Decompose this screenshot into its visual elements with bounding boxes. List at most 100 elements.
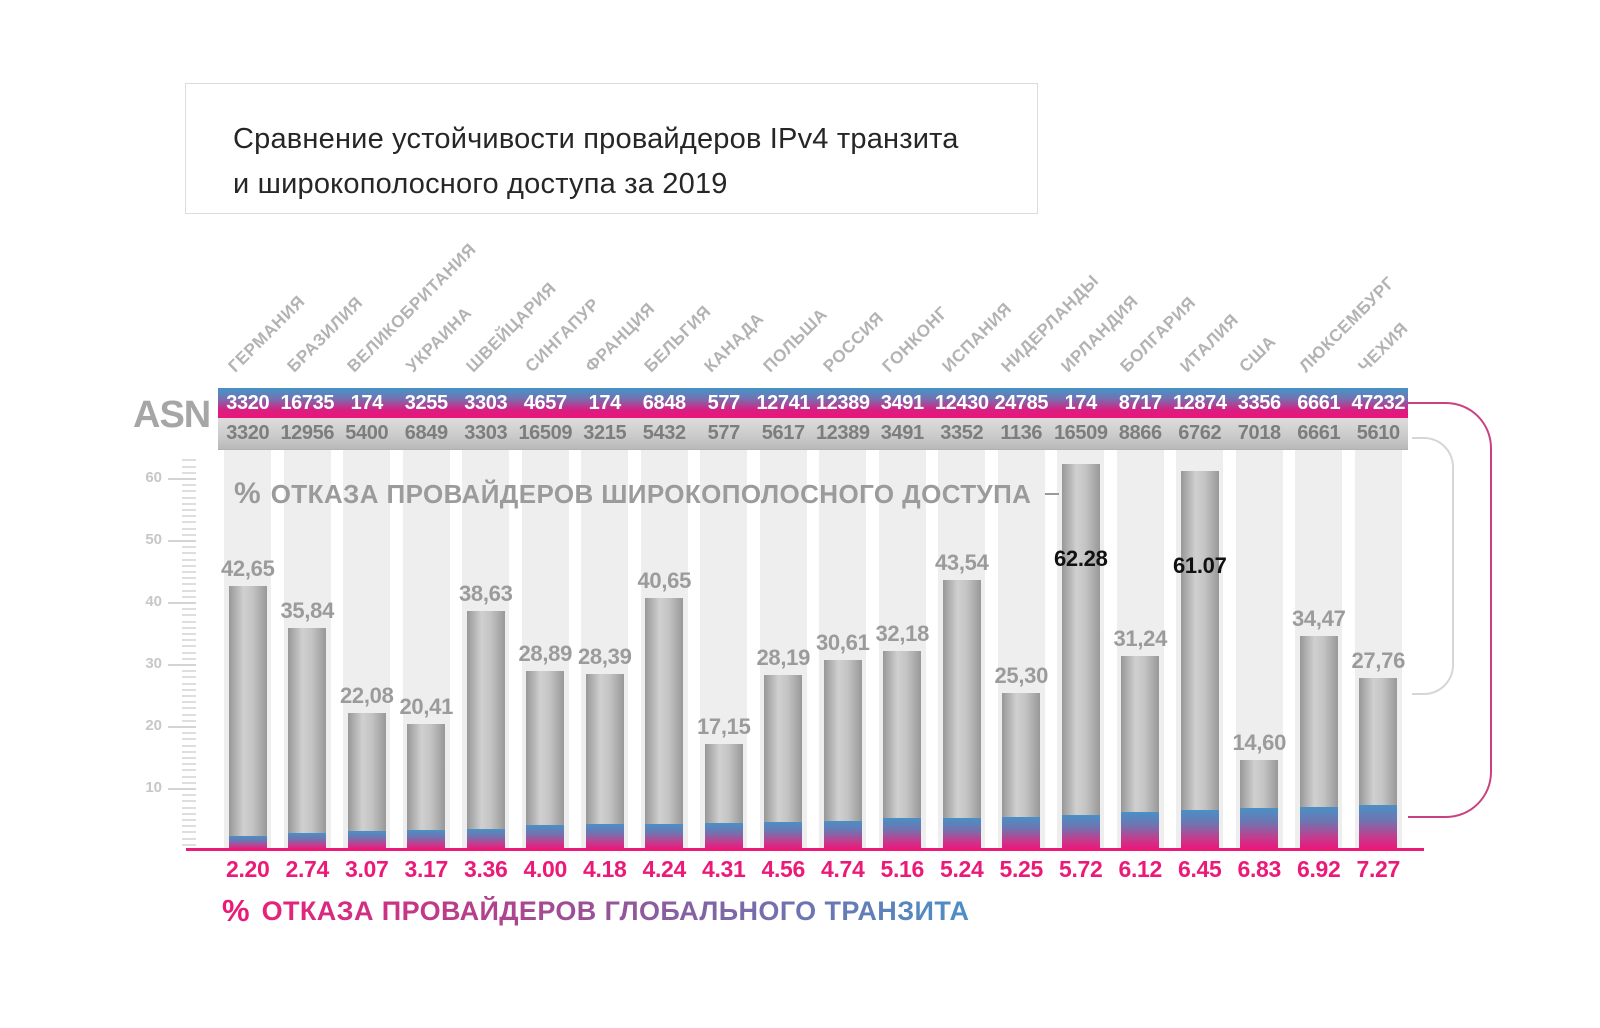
axis-minor-tick xyxy=(182,800,196,803)
axis-minor-tick xyxy=(182,794,196,797)
broadband-caption-text: ОТКАЗА ПРОВАЙДЕРОВ ШИРОКОПОЛОСНОГО ДОСТУ… xyxy=(270,478,1032,509)
transit-value-label: 4.18 xyxy=(582,856,627,882)
transit-value-label: 4.24 xyxy=(642,856,687,882)
bar-value-label: 28,39 xyxy=(577,644,632,669)
asn-broadband-value: 6661 xyxy=(1297,422,1341,444)
axis-minor-tick xyxy=(182,521,196,524)
bar-transit-segment xyxy=(288,833,327,850)
bar-value-label: 40,65 xyxy=(637,568,692,593)
transit-value-label: 2.20 xyxy=(225,856,270,882)
country-label: ВЕЛИКОБРИТАНИЯ xyxy=(343,239,480,376)
axis-tick-label: 10 xyxy=(145,779,162,796)
transit-value-label: 3.07 xyxy=(344,856,389,882)
axis-major-tick xyxy=(168,664,196,666)
axis-minor-tick xyxy=(182,713,196,716)
axis-minor-tick xyxy=(182,676,196,679)
axis-major-tick xyxy=(168,788,196,790)
axis-minor-tick xyxy=(182,831,196,834)
bar-broadband xyxy=(1299,636,1338,850)
bar-transit-segment xyxy=(1359,804,1398,850)
axis-minor-tick xyxy=(182,738,196,741)
asn-transit-value: 6661 xyxy=(1297,392,1341,414)
country-label: БЕЛЬГИЯ xyxy=(640,301,716,376)
axis-minor-tick xyxy=(182,465,196,468)
asn-broadband-value: 16509 xyxy=(518,422,573,444)
axis-minor-tick xyxy=(182,812,196,815)
axis-tick-label: 50 xyxy=(145,531,162,548)
bar-transit-segment xyxy=(1061,814,1100,850)
bar-value-label: 34,47 xyxy=(1291,606,1346,632)
bar-value-label: 22,08 xyxy=(339,683,394,709)
bar-transit-segment xyxy=(585,824,624,850)
country-label: ГЕРМАНИЯ xyxy=(224,291,309,376)
bar-transit-segment xyxy=(1121,812,1160,850)
transit-value-label: 5.24 xyxy=(939,856,984,882)
bar-transit-segment xyxy=(883,818,922,850)
bar-value-label: 42,65 xyxy=(220,555,275,581)
bracket-transit-callout xyxy=(1408,402,1492,818)
axis-minor-tick xyxy=(182,806,196,809)
axis-tick-label: 60 xyxy=(145,469,162,486)
transit-caption-text: ОТКАЗА ПРОВАЙДЕРОВ ГЛОБАЛЬНОГО ТРАНЗИТА xyxy=(261,895,970,926)
transit-value-label: 6.45 xyxy=(1177,856,1222,882)
bar-value-label: 28,89 xyxy=(518,640,573,666)
bar-value-label: 61.07 xyxy=(1172,553,1227,579)
transit-value-label: 7.27 xyxy=(1356,856,1401,882)
axis-minor-tick xyxy=(182,769,196,772)
asn-transit-value: 3356 xyxy=(1237,392,1281,414)
asn-transit-value: 3303 xyxy=(464,392,508,414)
transit-caption: % ОТКАЗА ПРОВАЙДЕРОВ ГЛОБАЛЬНОГО ТРАНЗИТ… xyxy=(222,891,969,931)
axis-minor-tick xyxy=(182,651,196,654)
asn-broadband-value: 6762 xyxy=(1178,422,1222,444)
axis-minor-tick xyxy=(182,471,196,474)
country-label: ЧЕХИЯ xyxy=(1354,318,1413,376)
transit-value-label: 2.74 xyxy=(285,856,330,882)
bar-transit-segment xyxy=(823,820,862,850)
axis-minor-tick xyxy=(182,546,196,549)
country-label: ЛЮКСЕМБУРГ xyxy=(1295,272,1399,376)
asn-transit-value: 47232 xyxy=(1351,392,1406,414)
axis-minor-tick xyxy=(182,707,196,710)
asn-transit-value: 3320 xyxy=(226,392,270,414)
y-axis-ruler: 10 20 30 40 50 60 xyxy=(140,450,196,850)
axis-minor-tick xyxy=(182,695,196,697)
bar-broadband xyxy=(1240,759,1279,850)
axis-minor-tick xyxy=(182,763,196,766)
bar-value-label: 31,24 xyxy=(1113,626,1168,652)
bar-value-label: 35,84 xyxy=(280,597,335,623)
axis-minor-tick xyxy=(182,527,196,530)
asn-transit-value: 12389 xyxy=(815,392,870,414)
bar-broadband xyxy=(1061,463,1100,850)
axis-minor-tick xyxy=(182,484,196,487)
country-label: ШВЕЙЦАРИЯ xyxy=(462,278,560,376)
bar-broadband xyxy=(526,670,565,850)
asn-transit-value: 12430 xyxy=(934,392,989,414)
asn-broadband-value: 8866 xyxy=(1118,422,1162,444)
transit-value-label: 6.12 xyxy=(1118,856,1163,882)
page-title-line-2: и широкополосного доступа за 2019 xyxy=(233,168,728,200)
x-axis-baseline xyxy=(186,848,1424,851)
transit-value-label: 6.92 xyxy=(1296,856,1341,882)
broadband-caption-percent-sign: % xyxy=(234,477,261,510)
axis-minor-tick xyxy=(182,608,196,611)
bar-transit-segment xyxy=(1240,807,1279,850)
country-label: ГОНКОНГ xyxy=(878,302,953,376)
axis-major-tick xyxy=(168,602,196,604)
bar-value-label: 43,54 xyxy=(934,550,989,576)
asn-transit-value: 24785 xyxy=(994,392,1049,414)
axis-minor-tick xyxy=(182,502,196,505)
country-label: БРАЗИЛИЯ xyxy=(283,293,367,376)
asn-broadband-value: 3215 xyxy=(583,422,627,444)
axis-minor-tick xyxy=(182,670,196,673)
asn-broadband-value: 577 xyxy=(707,422,741,444)
axis-minor-tick xyxy=(182,589,196,592)
bar-transit-segment xyxy=(704,823,743,850)
plot-area: 42,65 35,84 22,08 20,41 38,63 28,89 28,39 40,65… xyxy=(218,450,1408,850)
transit-values-row: 2.20 2.74 3.07 3.17 3.36 4.00 4.18 4.24 4.31 4.56… xyxy=(218,856,1408,886)
bar-value-label: 25,30 xyxy=(994,663,1049,689)
axis-minor-tick xyxy=(182,775,196,778)
bar-broadband xyxy=(228,585,267,850)
axis-major-tick xyxy=(168,478,196,480)
bar-value-label: 20,41 xyxy=(399,693,454,719)
